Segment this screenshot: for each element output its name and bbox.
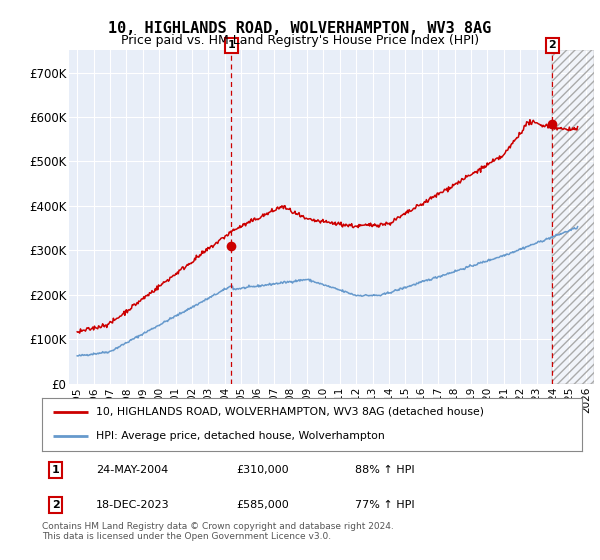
Text: £585,000: £585,000 bbox=[236, 500, 289, 510]
Text: 10, HIGHLANDS ROAD, WOLVERHAMPTON, WV3 8AG: 10, HIGHLANDS ROAD, WOLVERHAMPTON, WV3 8… bbox=[109, 21, 491, 36]
Text: 10, HIGHLANDS ROAD, WOLVERHAMPTON, WV3 8AG (detached house): 10, HIGHLANDS ROAD, WOLVERHAMPTON, WV3 8… bbox=[96, 407, 484, 417]
Text: 2: 2 bbox=[548, 40, 556, 50]
Text: 1: 1 bbox=[227, 40, 235, 50]
Text: 24-MAY-2004: 24-MAY-2004 bbox=[96, 465, 168, 475]
Text: 88% ↑ HPI: 88% ↑ HPI bbox=[355, 465, 415, 475]
Text: 18-DEC-2023: 18-DEC-2023 bbox=[96, 500, 170, 510]
Text: Price paid vs. HM Land Registry's House Price Index (HPI): Price paid vs. HM Land Registry's House … bbox=[121, 34, 479, 46]
Text: 2: 2 bbox=[52, 500, 59, 510]
Text: 77% ↑ HPI: 77% ↑ HPI bbox=[355, 500, 415, 510]
Text: 1: 1 bbox=[52, 465, 59, 475]
Text: HPI: Average price, detached house, Wolverhampton: HPI: Average price, detached house, Wolv… bbox=[96, 431, 385, 441]
Text: Contains HM Land Registry data © Crown copyright and database right 2024.
This d: Contains HM Land Registry data © Crown c… bbox=[42, 522, 394, 542]
Text: £310,000: £310,000 bbox=[236, 465, 289, 475]
